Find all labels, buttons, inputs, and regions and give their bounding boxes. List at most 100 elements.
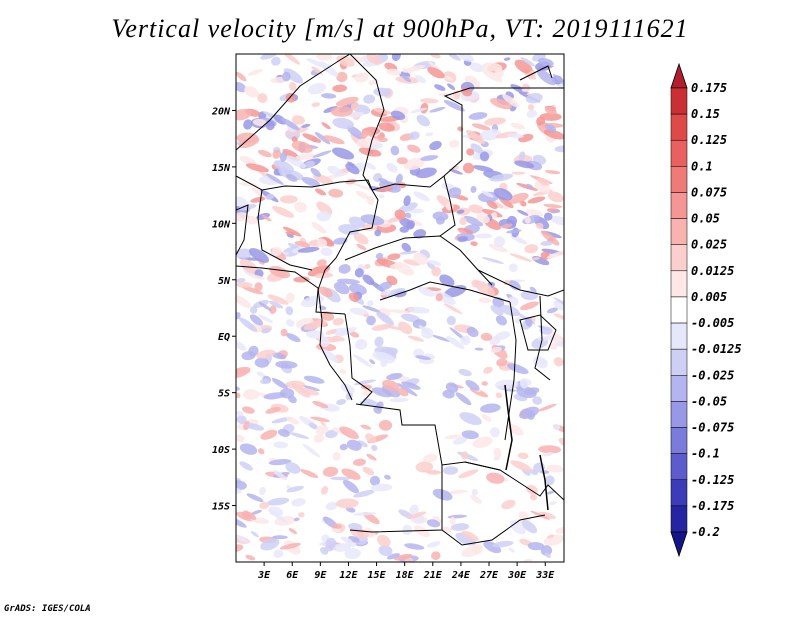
velocity-blob (413, 252, 428, 265)
velocity-blob (373, 108, 393, 115)
velocity-blob (367, 300, 374, 307)
velocity-blob (412, 319, 427, 329)
velocity-blob (236, 480, 247, 491)
velocity-blob (250, 509, 263, 515)
velocity-blob (285, 380, 306, 389)
velocity-blob (380, 289, 392, 296)
velocity-blob (374, 336, 384, 347)
lat-tick-label: 5S (218, 389, 230, 400)
velocity-blob (271, 378, 288, 389)
velocity-blob (418, 286, 436, 297)
velocity-blob (315, 425, 329, 435)
colorbar-level-label: 0.075 (691, 185, 727, 199)
velocity-blob (509, 263, 518, 273)
velocity-blob (272, 206, 295, 218)
velocity-blob (396, 157, 408, 165)
velocity-blob (397, 388, 409, 397)
velocity-blob (271, 246, 283, 257)
velocity-blob (483, 366, 493, 374)
velocity-blob (506, 133, 524, 139)
velocity-blob (493, 447, 502, 459)
velocity-blob (461, 530, 479, 541)
velocity-blob (260, 538, 280, 551)
velocity-blob (407, 144, 421, 153)
velocity-blob (236, 82, 247, 93)
chad-west-border (324, 54, 385, 271)
velocity-blob (508, 280, 521, 291)
velocity-blob (279, 151, 287, 162)
velocity-blob (265, 193, 275, 200)
cameroon-border (315, 269, 346, 315)
velocity-blob (520, 200, 527, 207)
velocity-blob (549, 501, 557, 506)
velocity-blob (545, 124, 557, 133)
velocity-blob (362, 466, 375, 476)
velocity-blob (546, 250, 564, 259)
velocity-blob (362, 62, 372, 68)
velocity-blob (550, 209, 560, 214)
velocity-blob (459, 217, 467, 226)
velocity-blob (435, 216, 445, 225)
velocity-blob (378, 545, 393, 557)
velocity-blob (386, 68, 402, 76)
velocity-blob (268, 509, 288, 524)
velocity-blob (316, 238, 328, 248)
velocity-blob (448, 168, 463, 175)
velocity-blob (470, 143, 483, 154)
velocity-blob (348, 523, 363, 531)
velocity-blob (510, 122, 526, 130)
velocity-blob (546, 464, 564, 473)
grads-credit: GrADS: IGES/COLA (4, 604, 91, 614)
velocity-blob (503, 57, 511, 61)
lon-tick-label: 27E (479, 570, 499, 581)
colorbar-level-label: -0.2 (691, 525, 720, 539)
velocity-blob (316, 211, 331, 222)
velocity-blob (239, 443, 258, 455)
velocity-blob (469, 62, 484, 73)
colorbar-swatch (670, 244, 688, 272)
velocity-blob (403, 158, 425, 170)
velocity-blob (407, 306, 430, 314)
velocity-blob (409, 504, 419, 515)
velocity-blob (478, 297, 492, 304)
velocity-blob (478, 191, 499, 203)
velocity-blob (363, 94, 376, 104)
map-frame (235, 53, 565, 563)
velocity-blob (328, 188, 344, 198)
colorbar-top-arrow (670, 62, 688, 89)
velocity-blob (275, 360, 298, 369)
velocity-blob (518, 511, 529, 520)
velocity-blob (324, 546, 334, 552)
velocity-blob (265, 173, 284, 185)
velocity-blob (547, 191, 564, 203)
velocity-blob (286, 485, 304, 493)
velocity-blob (249, 274, 265, 280)
velocity-blob (471, 123, 491, 131)
velocity-blob (501, 499, 516, 510)
velocity-blob (315, 188, 326, 196)
velocity-blob (244, 215, 259, 225)
velocity-blob (353, 512, 376, 516)
velocity-blob (539, 326, 553, 335)
velocity-blob (339, 443, 348, 451)
velocity-blob (330, 106, 353, 117)
lon-tick-label: 15E (368, 570, 387, 581)
velocity-blob (546, 490, 556, 495)
lat-tick-label: 10N (212, 219, 231, 230)
velocity-blob (431, 266, 442, 277)
velocity-blob (456, 209, 465, 214)
velocity-blob (553, 357, 564, 367)
velocity-blob (471, 488, 478, 496)
velocity-blob (303, 375, 325, 384)
velocity-blob (423, 453, 438, 463)
velocity-blob (479, 151, 490, 162)
mozambique-border (441, 514, 546, 546)
velocity-blob (541, 452, 554, 457)
velocity-blob (446, 315, 456, 326)
velocity-blob (486, 200, 498, 210)
velocity-blob (462, 162, 475, 174)
lat-tick-label: 10S (212, 445, 230, 456)
velocity-blob (366, 54, 383, 65)
velocity-blob (254, 282, 263, 292)
velocity-blob (295, 153, 317, 160)
